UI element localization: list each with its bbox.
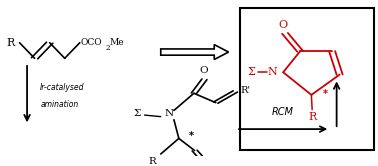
Text: R': R' bbox=[240, 86, 251, 95]
Text: O: O bbox=[200, 66, 208, 75]
Text: amination: amination bbox=[40, 100, 79, 109]
Text: RCM: RCM bbox=[272, 107, 294, 117]
Text: 2: 2 bbox=[105, 44, 110, 52]
Text: Σ: Σ bbox=[247, 67, 255, 77]
Text: OCO: OCO bbox=[81, 38, 102, 47]
Text: N: N bbox=[164, 110, 174, 119]
Text: R: R bbox=[149, 157, 156, 166]
Polygon shape bbox=[161, 45, 229, 60]
FancyBboxPatch shape bbox=[240, 8, 373, 150]
Text: Σ: Σ bbox=[134, 109, 141, 118]
Text: N: N bbox=[268, 67, 277, 77]
Text: R: R bbox=[6, 38, 14, 48]
Text: *: * bbox=[188, 131, 194, 141]
Text: R: R bbox=[308, 112, 316, 122]
Text: O: O bbox=[279, 20, 288, 30]
Text: Me: Me bbox=[109, 38, 124, 47]
Text: Ir-catalysed: Ir-catalysed bbox=[40, 83, 85, 92]
Text: *: * bbox=[323, 89, 328, 99]
